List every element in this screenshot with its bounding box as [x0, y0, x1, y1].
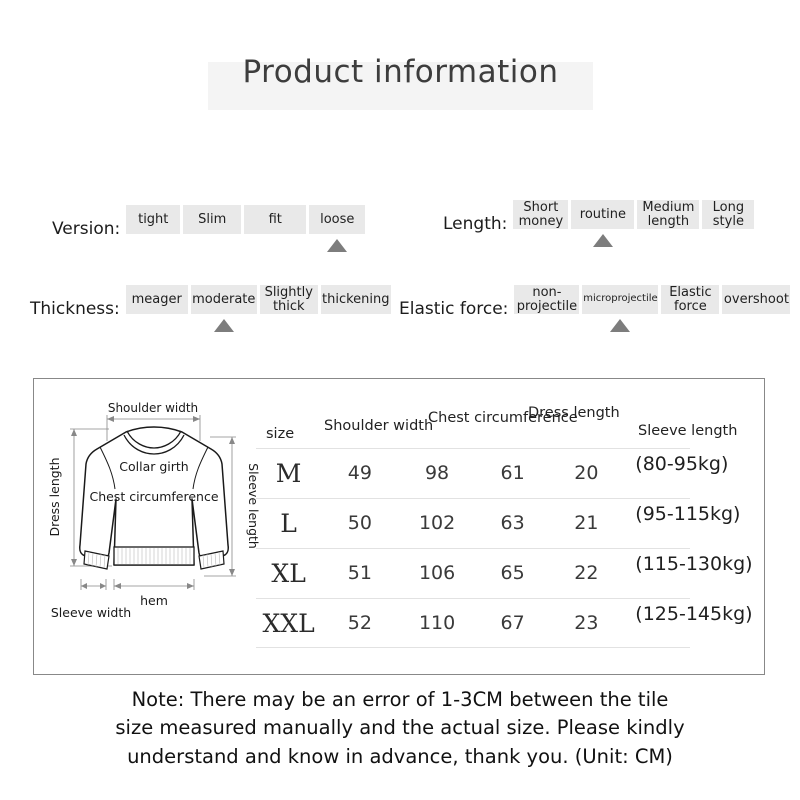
attribute-label-version: Version:: [52, 218, 121, 239]
option-chip-label: Long style: [702, 200, 755, 229]
diagram-label-shoulder-width: Shoulder width: [108, 401, 198, 415]
option-chip-label: Medium length: [637, 200, 700, 229]
attribute-row-length: Length: Short money routine Medium lengt…: [443, 200, 755, 247]
cell-dress: 67: [500, 612, 525, 634]
cell-chest: 106: [418, 562, 456, 584]
option-chip-label: tight: [126, 205, 181, 234]
selection-marker-icon: [610, 319, 631, 332]
option-chip-label: meager: [125, 285, 188, 314]
diagram-label-hem: hem: [140, 593, 168, 608]
table-row: XXL 52 110 67 23 (125-145kg): [256, 598, 764, 648]
selection-marker-icon: [592, 234, 613, 247]
option-chip-label: Slim: [183, 205, 242, 234]
note-line-2: size measured manually and the actual si…: [115, 716, 685, 740]
option-chip-label: Slightly thick: [259, 285, 318, 314]
option-chip-label: thickening: [320, 285, 391, 314]
option-elastic-overshoot[interactable]: overshoot: [722, 285, 791, 332]
option-thickness-slightly-thick[interactable]: Slightly thick: [259, 285, 318, 332]
option-elastic-microprojectile[interactable]: microprojectile: [582, 285, 659, 332]
option-elastic-elastic-force[interactable]: Elastic force: [661, 285, 720, 332]
cell-chest: 98: [424, 462, 450, 484]
size-table: size Shoulder width Chest circumference …: [256, 391, 764, 671]
attribute-row-elastic-force: Elastic force: non- projectile microproj…: [399, 285, 791, 332]
attribute-options-version: tight Slim fit loose: [126, 205, 366, 252]
selection-marker-icon: [213, 319, 234, 332]
size-chart-panel: Shoulder width Collar girth Chest circum…: [33, 378, 765, 675]
option-chip-label: routine: [571, 200, 635, 229]
column-header-dress-length: Dress length: [528, 405, 620, 421]
page-title: Product information: [242, 54, 559, 90]
cell-shoulder: 51: [347, 562, 372, 584]
option-thickness-moderate[interactable]: moderate: [190, 285, 257, 332]
cell-sleeve: 23: [574, 612, 599, 634]
diagram-label-collar-girth: Collar girth: [119, 459, 188, 474]
note-line-1: Note: There may be an error of 1-3CM bet…: [131, 688, 669, 711]
diagram-label-sleeve-width: Sleeve width: [51, 605, 131, 620]
cell-size: XL: [271, 558, 306, 588]
attribute-options-length: Short money routine Medium length Long s…: [513, 200, 755, 247]
column-header-chest-circumference: Chest circumference: [428, 410, 578, 426]
cell-chest: 110: [418, 612, 456, 634]
cell-sleeve: 21: [574, 512, 599, 534]
diagram-label-dress-length: Dress length: [47, 457, 62, 536]
option-version-loose[interactable]: loose: [309, 205, 366, 252]
cell-dress: 63: [500, 512, 525, 534]
table-row: L 50 102 63 21 (95-115kg): [256, 498, 764, 548]
column-header-shoulder-width: Shoulder width: [324, 418, 434, 434]
cell-weight: (80-95kg): [635, 453, 729, 475]
cell-dress: 65: [500, 562, 525, 584]
option-length-short-money[interactable]: Short money: [513, 200, 569, 247]
selection-marker-icon: [327, 239, 348, 252]
option-version-tight[interactable]: tight: [126, 205, 181, 252]
option-version-slim[interactable]: Slim: [183, 205, 242, 252]
cell-shoulder: 52: [347, 612, 372, 634]
table-row: M 49 98 61 20 (80-95kg): [256, 448, 764, 498]
option-chip-label: Elastic force: [661, 285, 720, 314]
cell-shoulder: 50: [347, 512, 372, 534]
column-header-sleeve-length: Sleeve length: [638, 423, 738, 439]
attribute-label-length: Length:: [443, 213, 508, 234]
attribute-options-elastic-force: non- projectile microprojectile Elastic …: [514, 285, 791, 332]
attribute-label-thickness: Thickness:: [30, 298, 120, 319]
option-thickness-thickening[interactable]: thickening: [320, 285, 391, 332]
option-length-medium-length[interactable]: Medium length: [637, 200, 700, 247]
column-header-size: size: [266, 426, 295, 442]
option-chip-label: Short money: [513, 200, 569, 229]
attribute-options-thickness: meager moderate Slightly thick thickenin…: [125, 285, 391, 332]
note-line-3: understand and know in advance, thank yo…: [127, 744, 673, 768]
diagram-label-sleeve-length: Sleeve length: [246, 463, 261, 549]
cell-size: L: [280, 508, 297, 538]
size-table-body: M 49 98 61 20 (80-95kg) L 50 102 63 21 (…: [256, 448, 764, 648]
cell-size: XXL: [262, 608, 315, 638]
option-chip-label: loose: [309, 205, 366, 234]
measurement-note: Note: There may be an error of 1-3CM bet…: [60, 686, 740, 771]
garment-diagram: Shoulder width Collar girth Chest circum…: [47, 401, 261, 620]
cell-size: M: [275, 458, 302, 488]
cell-weight: (115-130kg): [635, 553, 753, 575]
table-row: XL 51 106 65 22 (115-130kg): [256, 548, 764, 598]
cell-weight: (95-115kg): [635, 503, 741, 525]
diagram-label-chest-circumference: Chest circumference: [89, 489, 218, 504]
cell-dress: 61: [500, 462, 525, 484]
option-elastic-non-projectile[interactable]: non- projectile: [514, 285, 580, 332]
attribute-label-elastic-force: Elastic force:: [399, 298, 509, 319]
option-thickness-meager[interactable]: meager: [125, 285, 188, 332]
cell-shoulder: 49: [347, 462, 372, 484]
option-chip-label: fit: [244, 205, 307, 234]
page-title-band: Product information: [208, 54, 593, 110]
option-version-fit[interactable]: fit: [244, 205, 307, 252]
option-chip-label: microprojectile: [582, 285, 659, 314]
option-chip-label: moderate: [190, 285, 257, 314]
cell-sleeve: 20: [574, 462, 599, 484]
option-chip-label: overshoot: [722, 285, 791, 314]
cell-sleeve: 22: [574, 562, 599, 584]
cell-weight: (125-145kg): [635, 603, 753, 625]
attribute-row-version: Version: tight Slim fit loose: [52, 205, 366, 252]
option-length-routine[interactable]: routine: [571, 200, 635, 247]
attribute-row-thickness: Thickness: meager moderate Slightly thic…: [30, 285, 391, 332]
option-length-long-style[interactable]: Long style: [702, 200, 755, 247]
cell-chest: 102: [418, 512, 456, 534]
option-chip-label: non- projectile: [514, 285, 580, 314]
